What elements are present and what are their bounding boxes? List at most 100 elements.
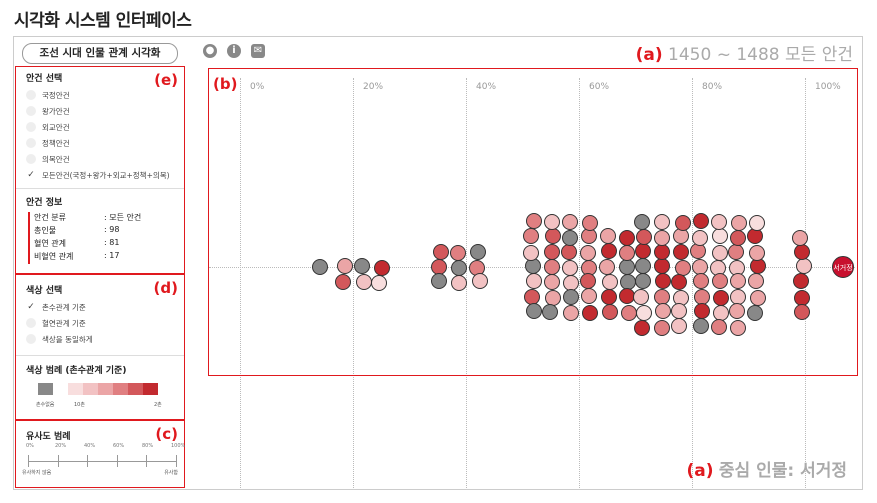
person-node[interactable] (471, 273, 488, 290)
person-node[interactable] (654, 230, 671, 247)
person-node[interactable] (353, 257, 370, 274)
person-node[interactable] (335, 274, 352, 291)
agenda-option[interactable]: 의복안건 (26, 151, 176, 167)
person-node[interactable] (562, 229, 579, 246)
person-node[interactable] (522, 227, 539, 244)
person-node[interactable] (432, 243, 449, 260)
person-node[interactable] (793, 304, 810, 321)
person-node[interactable] (601, 273, 618, 290)
agenda-option[interactable]: 정책안건 (26, 135, 176, 151)
person-node[interactable] (749, 290, 766, 307)
color-option[interactable]: 혈연관계 기준 (26, 315, 176, 331)
person-node[interactable] (711, 244, 728, 261)
person-node[interactable] (373, 260, 390, 276)
person-node[interactable] (731, 214, 748, 231)
center-person-node[interactable]: 서거정 (832, 256, 854, 278)
agenda-option[interactable]: ✓ 모든안건(국정+왕가+외교+정책+의복) (26, 167, 176, 183)
person-node[interactable] (711, 273, 728, 290)
person-node[interactable] (730, 319, 747, 336)
person-node[interactable] (749, 214, 765, 231)
user-icon[interactable]: ● (203, 44, 217, 58)
person-node[interactable] (600, 288, 617, 305)
person-node[interactable] (693, 302, 710, 319)
person-node[interactable] (674, 214, 691, 231)
info-icon[interactable]: i (227, 44, 241, 58)
person-node[interactable] (729, 273, 746, 290)
person-node[interactable] (599, 258, 616, 275)
person-node[interactable] (711, 318, 728, 335)
person-node[interactable] (450, 245, 467, 262)
person-node[interactable] (544, 227, 561, 244)
person-node[interactable] (563, 305, 580, 322)
person-node[interactable] (599, 228, 616, 245)
agenda-option[interactable]: 국정안건 (26, 87, 176, 103)
agenda-option[interactable]: 외교안건 (26, 119, 176, 135)
person-node[interactable] (747, 305, 764, 322)
person-node[interactable] (654, 272, 671, 289)
person-node[interactable] (634, 214, 651, 231)
person-node[interactable] (793, 244, 810, 261)
person-node[interactable] (671, 273, 688, 290)
color-option[interactable]: ✓ 촌수관계 기준 (26, 299, 176, 315)
person-node[interactable] (691, 229, 708, 246)
person-node[interactable] (450, 260, 467, 277)
person-node[interactable] (563, 289, 580, 306)
visualization-title-button[interactable]: 조선 시대 인물 관계 시각화 (22, 43, 178, 64)
person-node[interactable] (579, 273, 596, 290)
person-node[interactable] (634, 257, 651, 274)
person-node[interactable] (672, 243, 689, 260)
person-node[interactable] (795, 257, 812, 274)
agenda-option[interactable]: 왕가안건 (26, 103, 176, 119)
panel-label-e: (e) (154, 71, 178, 89)
person-node[interactable] (635, 272, 652, 289)
person-node[interactable] (581, 288, 598, 305)
person-node[interactable] (729, 230, 746, 247)
person-node[interactable] (371, 274, 388, 291)
person-node[interactable] (692, 273, 709, 290)
person-node[interactable] (671, 317, 688, 334)
person-node[interactable] (711, 227, 728, 244)
person-node[interactable] (602, 304, 619, 321)
person-node[interactable] (653, 214, 670, 231)
similarity-tick-mark (28, 455, 29, 467)
person-node[interactable] (710, 214, 727, 231)
person-node[interactable] (692, 212, 709, 229)
person-node[interactable] (655, 303, 672, 320)
person-node[interactable] (635, 229, 652, 246)
person-node[interactable] (312, 258, 329, 275)
person-node[interactable] (620, 305, 637, 322)
person-node[interactable] (693, 318, 710, 335)
person-node[interactable] (431, 272, 448, 289)
person-node[interactable] (712, 289, 729, 306)
person-node[interactable] (749, 245, 766, 262)
person-node[interactable] (541, 303, 558, 320)
mail-icon[interactable]: ✉ (251, 44, 265, 58)
person-node[interactable] (618, 230, 635, 247)
person-node[interactable] (579, 244, 596, 261)
person-node[interactable] (525, 213, 542, 230)
person-node[interactable] (469, 243, 486, 260)
person-node[interactable] (544, 244, 561, 261)
person-node[interactable] (633, 319, 650, 336)
person-node[interactable] (543, 258, 560, 275)
person-node[interactable] (792, 230, 809, 247)
person-node[interactable] (560, 243, 577, 260)
person-node[interactable] (728, 244, 745, 261)
person-node[interactable] (543, 214, 560, 231)
person-node[interactable] (336, 257, 353, 274)
person-node[interactable] (747, 272, 764, 289)
person-node[interactable] (729, 303, 746, 320)
person-node[interactable] (653, 320, 670, 337)
person-node[interactable] (582, 304, 599, 321)
person-node[interactable] (451, 274, 468, 291)
person-node[interactable] (525, 273, 542, 290)
person-node[interactable] (355, 274, 372, 291)
person-node[interactable] (523, 244, 540, 261)
color-option[interactable]: 색상을 동일하게 (26, 331, 176, 347)
person-node[interactable] (636, 304, 653, 321)
person-node[interactable] (653, 258, 670, 275)
person-node[interactable] (561, 213, 578, 230)
person-node[interactable] (792, 273, 809, 290)
person-node[interactable] (653, 243, 670, 260)
person-node[interactable] (581, 215, 598, 232)
